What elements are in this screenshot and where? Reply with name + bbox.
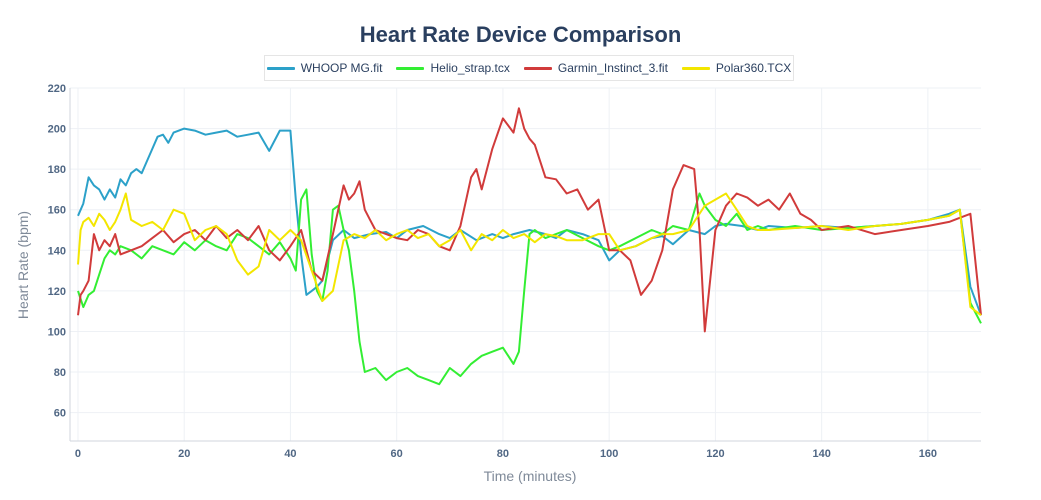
legend-item-whoop[interactable]: WHOOP MG.fit [266,61,383,75]
legend-label-polar: Polar360.TCX [715,61,792,75]
series-line-2[interactable] [77,107,982,333]
axes [69,88,981,442]
x-axis-title: Time (minutes) [484,468,577,484]
legend-item-garmin[interactable]: Garmin_Instinct_3.fit [523,61,668,75]
x-tick-label: 160 [919,448,937,460]
legend-label-garmin: Garmin_Instinct_3.fit [557,61,668,75]
y-tick-label: 120 [48,286,66,298]
legend-item-polar[interactable]: Polar360.TCX [681,61,792,75]
chart-title: Heart Rate Device Comparison [359,22,682,47]
series-line-3[interactable] [77,192,982,316]
y-tick-label: 100 [48,326,66,338]
series-line-0[interactable] [77,127,982,316]
legend-label-helio: Helio_strap.tcx [430,61,510,75]
y-tick-label: 60 [54,408,66,420]
legend-item-helio[interactable]: Helio_strap.tcx [396,61,510,75]
x-tick-label: 140 [812,448,830,460]
x-tick-label: 80 [497,448,509,460]
y-tick-label: 140 [48,245,66,257]
legend-swatch-helio [396,66,425,70]
series-lines [77,107,982,386]
tick-labels: 60 80 100 120 140 160 180 200 220 0 20 40 60 80 100 120… [48,83,937,460]
y-axis-title: Heart Rate (bpm) [15,211,31,319]
legend-swatch-whoop [266,66,295,70]
y-tick-label: 160 [48,205,66,217]
x-tick-label: 60 [391,448,403,460]
x-tick-label: 120 [706,448,724,460]
legend-label-whoop: WHOOP MG.fit [300,61,383,75]
y-tick-label: 80 [54,367,66,379]
y-tick-label: 180 [48,164,66,176]
x-tick-label: 40 [284,448,296,460]
x-tick-label: 0 [75,448,81,460]
legend-swatch-garmin [523,66,552,70]
y-tick-label: 220 [48,83,66,95]
series-line-1[interactable] [77,188,982,386]
x-tick-label: 20 [178,448,190,460]
legend: WHOOP MG.fit Helio_strap.tcx Garmin_Inst… [264,55,794,81]
legend-swatch-polar [681,66,710,70]
y-tick-label: 200 [48,124,66,136]
x-tick-label: 100 [600,448,618,460]
grid [70,87,981,441]
